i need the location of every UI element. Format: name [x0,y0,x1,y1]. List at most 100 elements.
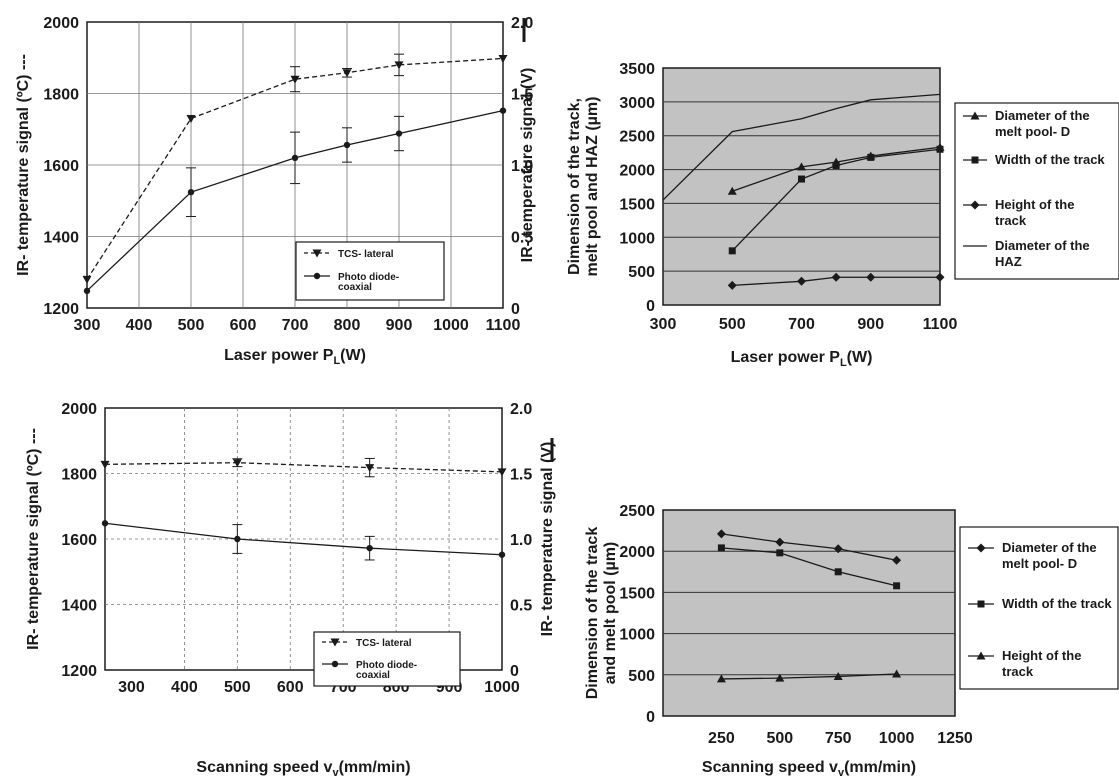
legend-label-line: Width of the track [1002,596,1112,611]
y-tick-label: 1500 [619,585,655,602]
y-axis-title-line: IR- temperature signal (ºC) --- [25,428,42,650]
legend-label-line: HAZ [995,254,1022,269]
plot-area [662,67,941,306]
legend-box [313,631,461,687]
y-tick-label: 1800 [43,87,79,104]
y2-axis-title: IR- temperature signal (V) [539,442,556,637]
x-axis-title: Scanning speed vv(mm/min) [196,759,410,776]
plot-area [662,509,956,717]
legend-label-line: Diameter of the [995,108,1090,123]
data-point [866,272,876,282]
y-tick-label: 2000 [619,163,655,180]
legend-swatch-marker [977,600,985,608]
data-point [892,555,902,565]
legend-label: Diameter of the melt pool- D [1002,540,1097,571]
chart-panel-1: 1200 1400 1600 1800 2000 300 400 500 600 700 800 90… [15,15,536,367]
y-tick-label: 1000 [619,627,655,644]
data-point [717,544,725,552]
y-tick-label: 1800 [61,467,97,484]
y-tick-label: 1600 [61,532,97,549]
y-tick-label: 500 [628,668,655,685]
x-axis-title: Laser power PL(W) [224,347,366,367]
x-tick-label: 700 [282,317,309,334]
x-tick-label: 1100 [486,317,521,334]
x-tick-label: 1000 [484,679,520,696]
data-point [833,544,843,554]
x-axis-title-main: Scanning speed v [196,759,332,776]
legend-label-line: melt pool- D [995,124,1070,139]
y2-tick-label: 1.5 [511,87,533,104]
data-point [291,154,299,162]
data-point [893,582,901,590]
x-axis-title: Laser power PL(W) [731,349,873,369]
x-axis-title-unit: (W) [340,347,366,364]
legend-label-line: Height of the [1002,648,1081,663]
y-tick-label: 3500 [619,61,655,78]
data-point [834,568,842,576]
x-tick-label: 750 [825,730,852,747]
y-tick-label: 1200 [43,301,79,318]
y-tick-label: 2000 [619,544,655,561]
legend-swatch-marker [976,651,986,660]
x-tick-label: 900 [857,316,884,333]
x-tick-label: 300 [74,317,101,334]
legend-swatch-marker [971,156,979,164]
legend-swatch-marker [970,200,980,210]
y-tick-label: 2000 [43,15,79,32]
data-point [831,272,841,282]
legend-swatch-marker [313,272,321,280]
legend-swatch-marker [312,249,322,258]
series-2 [83,107,507,295]
legend-label: Height of the track [1002,648,1081,679]
data-point [775,673,785,682]
data-point [775,537,785,547]
legend-label-line: TCS- lateral [338,249,394,260]
y-axis-title-line: Dimension of the track [584,527,601,700]
data-point [186,115,196,124]
data-point [935,272,945,282]
y-tick-label: 1600 [43,158,79,175]
data-point [394,61,404,70]
series-3 [727,272,945,290]
x-axis-title-sub: v [332,767,339,776]
x-tick-label: 600 [277,679,304,696]
y-axis-title-line: and melt pool (µm) [602,542,619,685]
chart-panel-4: 0 500 1000 1500 2000 2500 250 500 750 1000 1250 Dim… [584,503,973,776]
legend-label-line: Diameter of the [995,238,1090,253]
y2-tick-label: 1.0 [511,158,533,175]
x-axis-title: Scanning speed vv(mm/min) [702,759,916,776]
data-point [290,75,300,84]
x-tick-label: 600 [230,317,257,334]
legend-label-line: coaxial [338,282,372,293]
y2-tick-label: 0 [510,663,519,680]
x-axis-title-sub: v [838,767,845,776]
x-axis-title-unit: (W) [847,349,873,366]
series-line [721,673,897,680]
legend-box [959,526,1119,690]
x-axis-title-main: Laser power P [224,347,334,364]
data-point [892,669,902,678]
legend-4: Diameter of the melt pool- D Width of the … [959,526,1119,690]
y-tick-label: 2500 [619,129,655,146]
x-tick-label: 400 [126,317,153,334]
x-axis-title-main: Laser power P [731,349,841,366]
y2-tick-label: 2.0 [511,15,533,32]
y-axis-title-line: IR- temperature signal (ºC) --- [15,54,32,276]
x-tick-label: 300 [118,679,145,696]
series-1 [716,529,902,565]
series-2 [101,520,506,561]
y2-tick-label: 1.5 [510,467,532,484]
data-point [797,276,806,286]
data-point [832,162,840,170]
x-tick-label: 300 [650,316,677,333]
y2-tick-label: 2.0 [510,401,532,418]
data-point [797,162,806,171]
y-tick-label: 2500 [619,503,655,520]
data-point [366,544,373,552]
data-point [716,674,726,683]
series-line [86,57,504,280]
y-tick-label: 500 [628,264,655,281]
series-3 [716,669,902,683]
y2-tick-label: 0 [511,301,520,318]
